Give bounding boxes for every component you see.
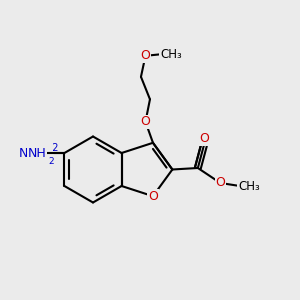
Text: O: O: [215, 176, 225, 190]
Text: O: O: [148, 190, 158, 203]
Text: O: O: [140, 115, 150, 128]
Text: O: O: [199, 132, 209, 146]
Text: CH₃: CH₃: [238, 179, 260, 193]
Text: NH: NH: [19, 146, 38, 160]
Text: 2: 2: [49, 157, 54, 166]
Text: 2: 2: [46, 143, 59, 153]
Text: O: O: [140, 49, 150, 62]
Text: CH₃: CH₃: [160, 48, 182, 61]
Text: NH: NH: [28, 146, 46, 160]
